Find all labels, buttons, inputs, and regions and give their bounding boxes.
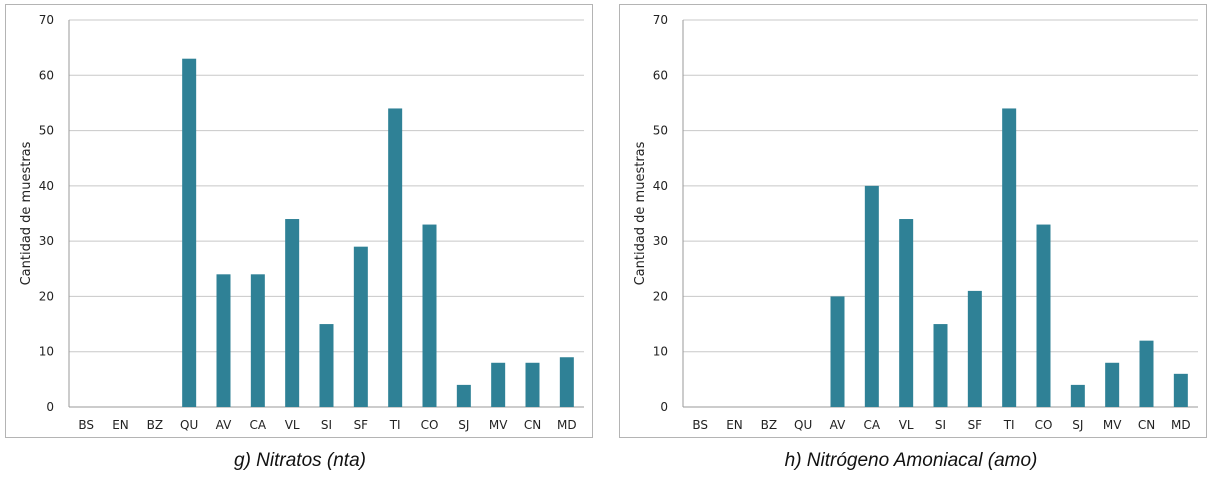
x-tick-label: SJ (1072, 418, 1083, 432)
bar-chart-nitratos: Cantidad de muestras 0 10 20 30 40 50 60 70 BS EN B… (19, 13, 584, 432)
x-tick-label: VL (899, 418, 914, 432)
y-tick-label: 40 (653, 179, 668, 193)
y-tick-label: 30 (653, 234, 668, 248)
x-tick-label: BZ (147, 418, 163, 432)
x-tick-label: CA (250, 418, 267, 432)
y-axis-label: Cantidad de muestras (19, 141, 34, 285)
y-tick-label: 20 (39, 289, 54, 303)
bar-cn (1139, 340, 1154, 407)
y-axis-label: Cantidad de muestras (633, 141, 648, 285)
x-tick-label: SJ (458, 418, 469, 432)
x-tick-label: SF (354, 418, 369, 432)
bar-co (1036, 224, 1051, 407)
bar-av (216, 274, 231, 407)
bar-sj (456, 384, 471, 407)
y-tick-label: 50 (653, 124, 668, 138)
bar-sj (1070, 384, 1085, 407)
x-tick-label: QU (794, 418, 812, 432)
y-tick-label: 0 (660, 400, 668, 414)
chart-panel-amoniacal: Cantidad de muestras 0 10 20 30 40 50 60 70 BS EN B… (619, 4, 1207, 438)
y-tick-label: 30 (39, 234, 54, 248)
x-tick-label: VL (285, 418, 300, 432)
bar-md (1173, 373, 1188, 407)
x-tick-label: QU (180, 418, 198, 432)
caption-nitratos: g) Nitratos (nta) (234, 450, 366, 471)
bar-cn (525, 362, 540, 407)
bar-si (319, 324, 334, 407)
x-tick-label: SF (968, 418, 983, 432)
y-tick-label: 10 (653, 345, 668, 359)
y-tick-label: 40 (39, 179, 54, 193)
bar-co (422, 224, 437, 407)
x-tick-label: EN (726, 418, 743, 432)
bar-ca (250, 274, 265, 407)
x-tick-label: SI (935, 418, 946, 432)
y-tick-label: 10 (39, 345, 54, 359)
x-tick-label: MV (489, 418, 508, 432)
bar-mv (491, 362, 506, 407)
y-tick-label: 60 (39, 68, 54, 82)
bar-chart-amoniacal: Cantidad de muestras 0 10 20 30 40 50 60 70 BS EN B… (633, 13, 1198, 432)
bar-si (933, 324, 948, 407)
x-tick-label: MD (557, 418, 577, 432)
bar-vl (899, 219, 914, 407)
bar-sf (967, 290, 982, 407)
bar-vl (285, 219, 300, 407)
bar-av (830, 296, 845, 407)
y-tick-label: 60 (653, 68, 668, 82)
x-tick-label: MV (1103, 418, 1122, 432)
chart-panel-nitratos: Cantidad de muestras 0 10 20 30 40 50 60 70 BS EN B… (5, 4, 593, 438)
x-tick-label: CN (1138, 418, 1155, 432)
x-tick-label: CO (1035, 418, 1053, 432)
x-tick-label: CA (864, 418, 881, 432)
bar-ti (1002, 108, 1017, 407)
bar-ti (388, 108, 403, 407)
x-tick-label: SI (321, 418, 332, 432)
bar-sf (353, 246, 368, 407)
x-tick-label: AV (216, 418, 232, 432)
x-tick-label: CO (421, 418, 439, 432)
bar-qu (182, 58, 197, 407)
x-tick-label: AV (830, 418, 846, 432)
x-tick-label: TI (389, 418, 401, 432)
x-tick-label: EN (112, 418, 129, 432)
x-tick-label: BZ (761, 418, 777, 432)
bar-mv (1105, 362, 1120, 407)
caption-amoniacal: h) Nitrógeno Amoniacal (amo) (784, 450, 1038, 471)
y-tick-label: 70 (653, 13, 668, 27)
bar-ca (864, 185, 879, 407)
y-tick-label: 0 (46, 400, 54, 414)
x-tick-label: BS (692, 418, 708, 432)
bar-md (559, 357, 574, 407)
y-tick-label: 50 (39, 124, 54, 138)
x-tick-label: CN (524, 418, 541, 432)
y-tick-label: 20 (653, 289, 668, 303)
x-tick-label: TI (1003, 418, 1015, 432)
x-tick-label: MD (1171, 418, 1191, 432)
x-tick-label: BS (78, 418, 94, 432)
y-tick-label: 70 (39, 13, 54, 27)
